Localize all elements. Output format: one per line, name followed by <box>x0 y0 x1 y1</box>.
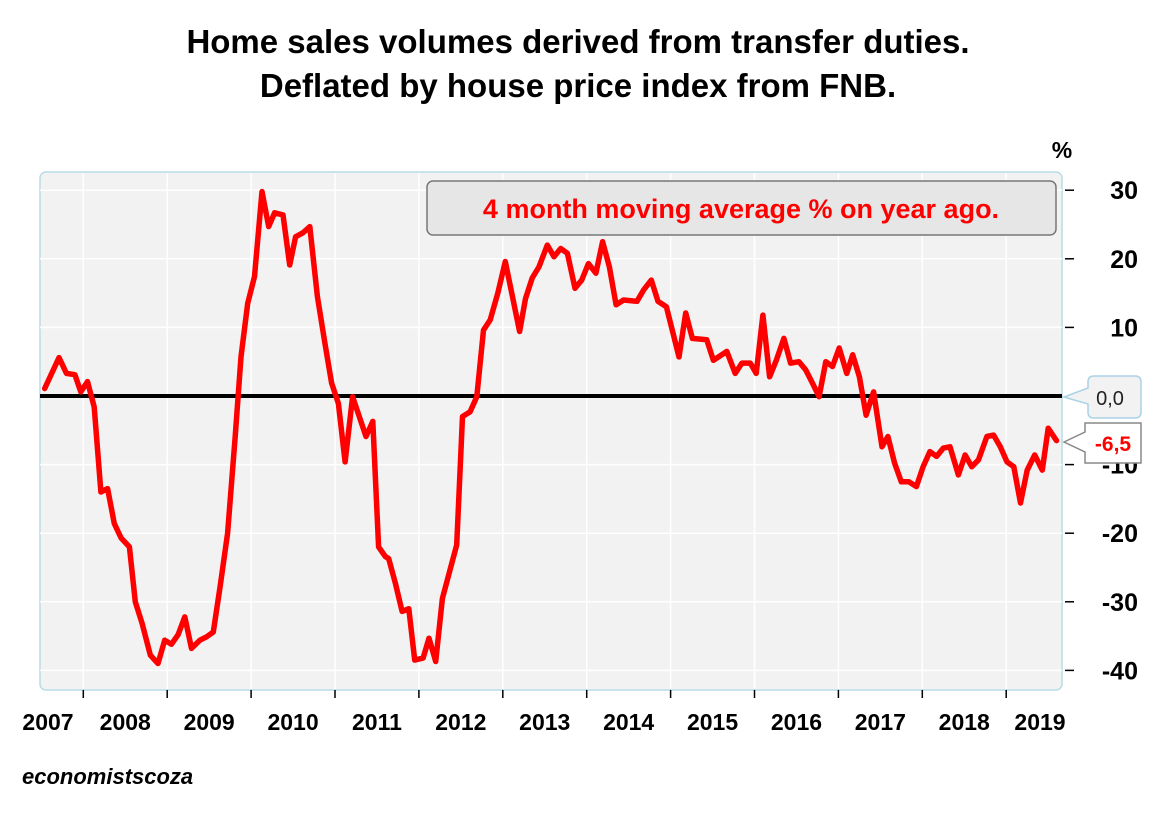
y-tick-label: -40 <box>1102 657 1138 685</box>
y-tick-label: -30 <box>1102 589 1138 617</box>
y-tick-label: 10 <box>1110 314 1138 342</box>
x-tick-label: 2011 <box>352 709 402 735</box>
annotation-box <box>426 180 1057 236</box>
x-tick-label: 2008 <box>100 709 151 735</box>
x-tick-label: 2010 <box>267 709 318 735</box>
x-tick-label: 2019 <box>1014 709 1065 735</box>
y-axis-unit-label: % <box>1052 137 1072 163</box>
y-tick-label: 30 <box>1110 177 1138 205</box>
chart-title-line1: Home sales volumes derived from transfer… <box>186 23 970 60</box>
zero-callout <box>1061 375 1142 419</box>
plot-area <box>39 171 1063 691</box>
x-tick-label: 2012 <box>435 709 486 735</box>
series-line <box>41 188 1060 667</box>
y-tick-label: -20 <box>1102 520 1138 548</box>
x-tick-label: 2015 <box>687 709 738 735</box>
x-tick-label: 2017 <box>855 709 906 735</box>
x-tick-label: 2007 <box>22 709 73 735</box>
chart-title-line2: Deflated by house price index from FNB. <box>259 67 897 104</box>
annotation-text: 4 month moving average % on year ago. <box>483 194 999 224</box>
x-tick-label: 2013 <box>519 709 570 735</box>
x-tick-label: 2009 <box>184 709 235 735</box>
credit-label: economistscoza <box>22 764 194 789</box>
zero-callout-label: 0,0 <box>1096 388 1124 410</box>
x-tick-label: 2016 <box>771 709 822 735</box>
last-value-callout <box>1062 422 1142 464</box>
y-tick-label: 20 <box>1110 246 1138 274</box>
x-tick-label: 2014 <box>603 709 654 735</box>
last-value-label: -6,5 <box>1095 433 1132 456</box>
x-tick-label: 2018 <box>939 709 990 735</box>
